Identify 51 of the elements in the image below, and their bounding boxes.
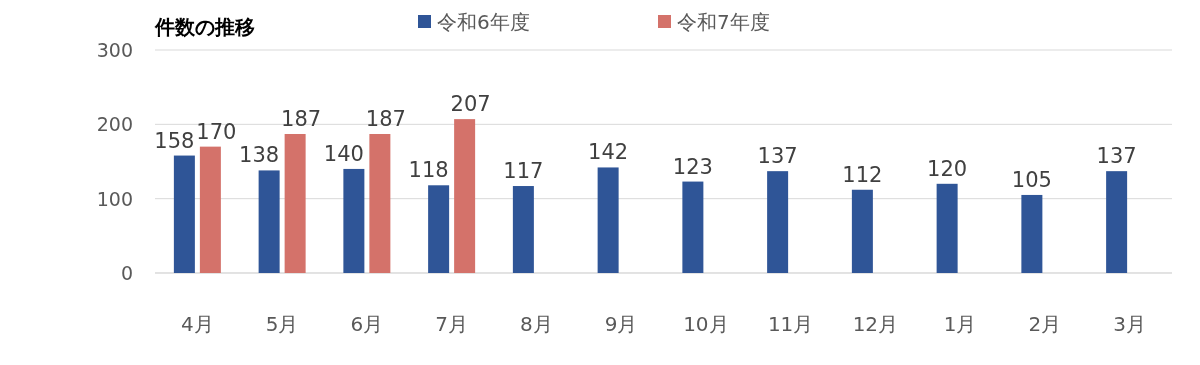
y-tick-label: 300 bbox=[96, 39, 133, 61]
data-label: 138 bbox=[239, 143, 280, 168]
x-tick-label: 4月 bbox=[181, 312, 214, 336]
data-label: 187 bbox=[281, 107, 322, 131]
x-tick-label: 8月 bbox=[520, 312, 553, 336]
y-tick-label: 0 bbox=[120, 262, 133, 284]
y-tick-label: 100 bbox=[96, 187, 133, 210]
bar bbox=[258, 170, 280, 273]
data-label: 142 bbox=[588, 140, 629, 165]
legend-label: 令和7年度 bbox=[677, 10, 770, 34]
x-tick-label: 3月 bbox=[1113, 312, 1146, 336]
data-label: 112 bbox=[842, 162, 883, 187]
legend-label: 令和6年度 bbox=[437, 10, 530, 34]
bar bbox=[936, 183, 958, 273]
data-label: 170 bbox=[196, 119, 237, 144]
data-label: 187 bbox=[365, 107, 406, 131]
data-label: 137 bbox=[1096, 144, 1137, 169]
bar bbox=[369, 134, 391, 273]
data-label: 117 bbox=[503, 159, 544, 184]
bar bbox=[1106, 171, 1128, 273]
y-tick-label: 200 bbox=[96, 113, 133, 136]
x-tick-label: 11月 bbox=[767, 312, 814, 336]
bar bbox=[597, 167, 619, 273]
data-label: 123 bbox=[672, 154, 713, 179]
chart-title: 件数の推移 bbox=[154, 15, 255, 39]
bar bbox=[512, 186, 534, 273]
x-tick-label: 6月 bbox=[350, 312, 384, 336]
x-tick-label: 5月 bbox=[265, 312, 299, 336]
x-tick-label: 7月 bbox=[435, 312, 468, 336]
bar bbox=[343, 168, 365, 273]
x-tick-label: 9月 bbox=[604, 312, 638, 336]
bar bbox=[682, 181, 704, 273]
bar bbox=[767, 171, 789, 273]
bar bbox=[199, 146, 221, 273]
data-label: 118 bbox=[408, 158, 449, 183]
x-tick-label: 1月 bbox=[943, 312, 977, 336]
x-tick-label: 10月 bbox=[683, 312, 729, 336]
bar bbox=[173, 155, 195, 273]
data-label: 137 bbox=[757, 144, 798, 169]
data-label: 158 bbox=[154, 128, 195, 153]
bar bbox=[1021, 194, 1043, 273]
bar bbox=[851, 189, 873, 273]
x-tick-label: 2月 bbox=[1028, 312, 1062, 336]
x-tick-label: 12月 bbox=[852, 312, 899, 336]
bar bbox=[284, 134, 306, 273]
data-label: 120 bbox=[927, 156, 968, 181]
bar bbox=[428, 185, 450, 273]
bar bbox=[454, 119, 476, 273]
data-label: 207 bbox=[450, 92, 491, 117]
data-label: 105 bbox=[1011, 167, 1052, 192]
data-label: 140 bbox=[323, 141, 364, 166]
